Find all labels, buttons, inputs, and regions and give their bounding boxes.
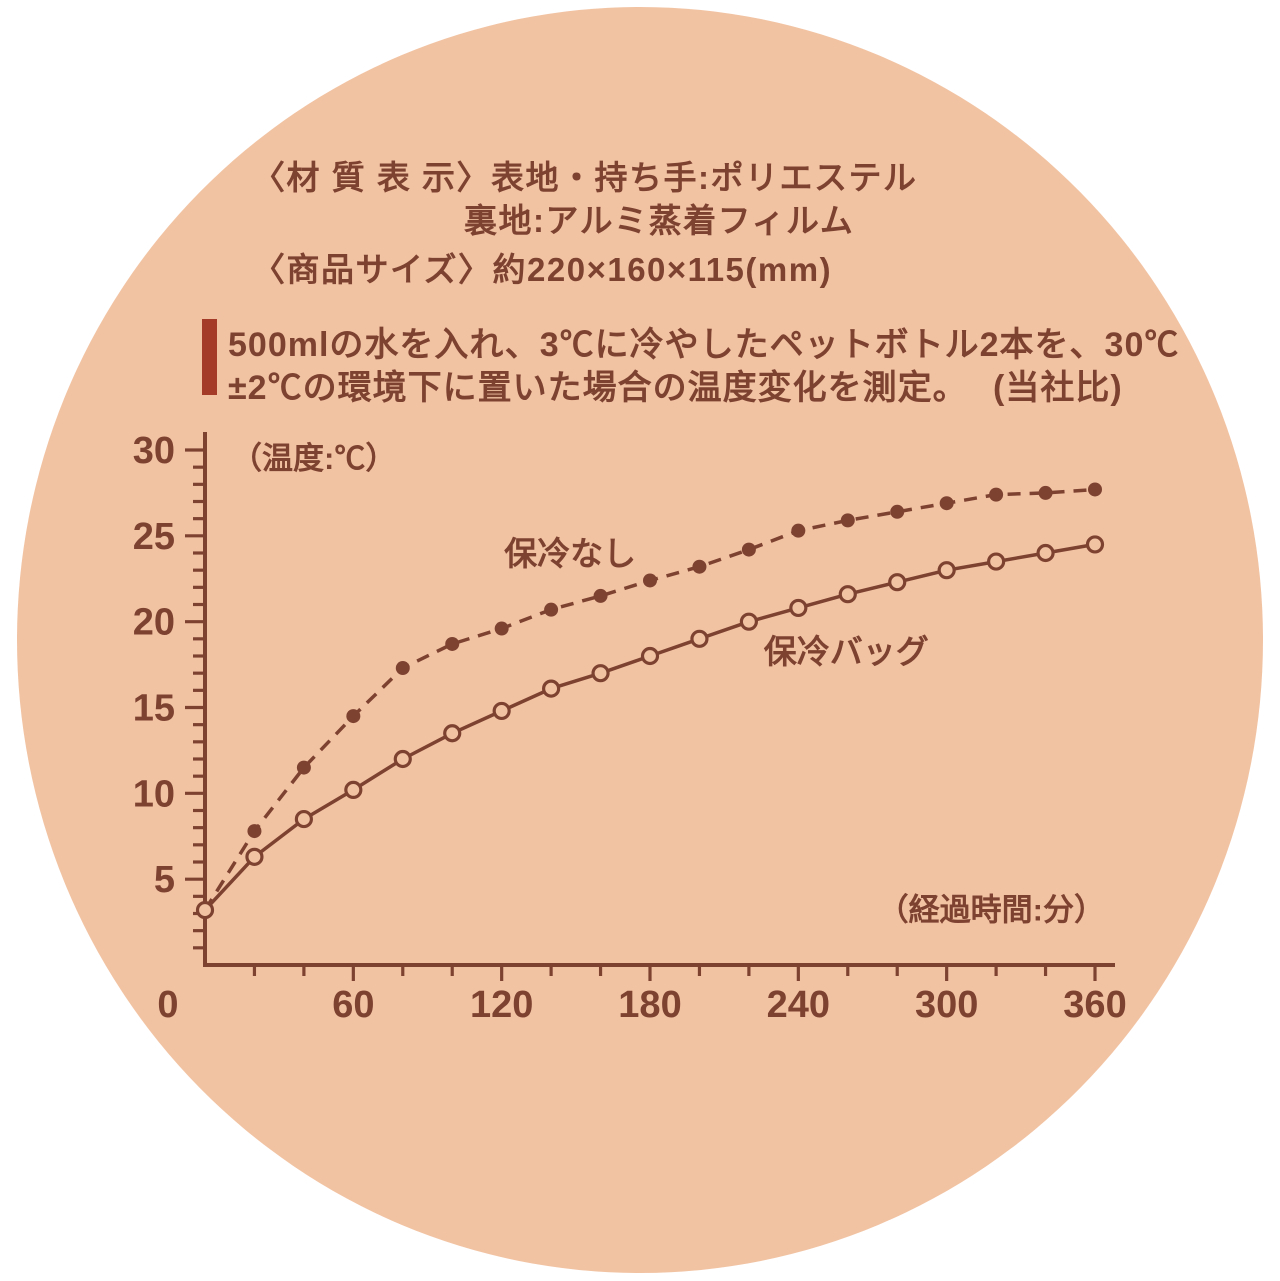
svg-text:（温度:℃）: （温度:℃）: [231, 441, 396, 476]
svg-text:30: 30: [133, 430, 175, 472]
svg-text:300: 300: [915, 984, 978, 1026]
material-line: 〈材 質 表 示〉表地・持ち手:ポリエステル: [252, 151, 918, 199]
material-line-2: 裏地:アルミ蒸着フィルム: [464, 194, 854, 242]
description-note: (当社比): [993, 360, 1123, 409]
svg-text:10: 10: [133, 773, 175, 815]
material-value: 表地・持ち手:ポリエステル: [491, 159, 918, 196]
svg-text:（経過時間:分）: （経過時間:分）: [878, 892, 1105, 927]
svg-text:5: 5: [154, 859, 175, 901]
svg-text:360: 360: [1063, 984, 1126, 1026]
size-line: 〈商品サイズ〉約220×160×115(mm): [252, 243, 832, 291]
series-label-保冷なし: 保冷なし: [504, 535, 636, 572]
label-circle-background: [17, 7, 1263, 1273]
description-line-2: ±2℃の環境下に置いた場合の温度変化を測定。: [228, 360, 968, 409]
svg-text:180: 180: [618, 984, 681, 1026]
svg-text:120: 120: [470, 984, 533, 1026]
temperature-chart: 0 60 120 180 240 300 360 5 10 15 20 25 30 （温度:℃） （経過時間…: [133, 430, 1127, 1026]
description-line-1: 500mlの水を入れ、3℃に冷やしたペットボトル2本を、30℃: [228, 317, 1179, 366]
series-label-保冷バッグ: 保冷バッグ: [764, 633, 929, 670]
material-lining-text: 裏地:アルミ蒸着フィルム: [464, 202, 855, 239]
svg-text:0: 0: [157, 984, 178, 1026]
description-text-1: 500mlの水を入れ、3℃に冷やしたペットボトル2本を、30℃: [228, 326, 1180, 364]
accent-bar: [202, 319, 217, 395]
svg-text:25: 25: [133, 516, 175, 558]
material-label: 〈材 質 表 示〉: [252, 159, 492, 196]
note-text: (当社比): [993, 369, 1123, 407]
size-text: 〈商品サイズ〉約220×160×115(mm): [252, 251, 833, 288]
svg-text:240: 240: [767, 984, 830, 1026]
description-text-2: ±2℃の環境下に置いた場合の温度変化を測定。: [228, 369, 968, 407]
svg-text:15: 15: [133, 688, 175, 730]
svg-text:60: 60: [332, 984, 374, 1026]
svg-text:20: 20: [133, 602, 175, 644]
